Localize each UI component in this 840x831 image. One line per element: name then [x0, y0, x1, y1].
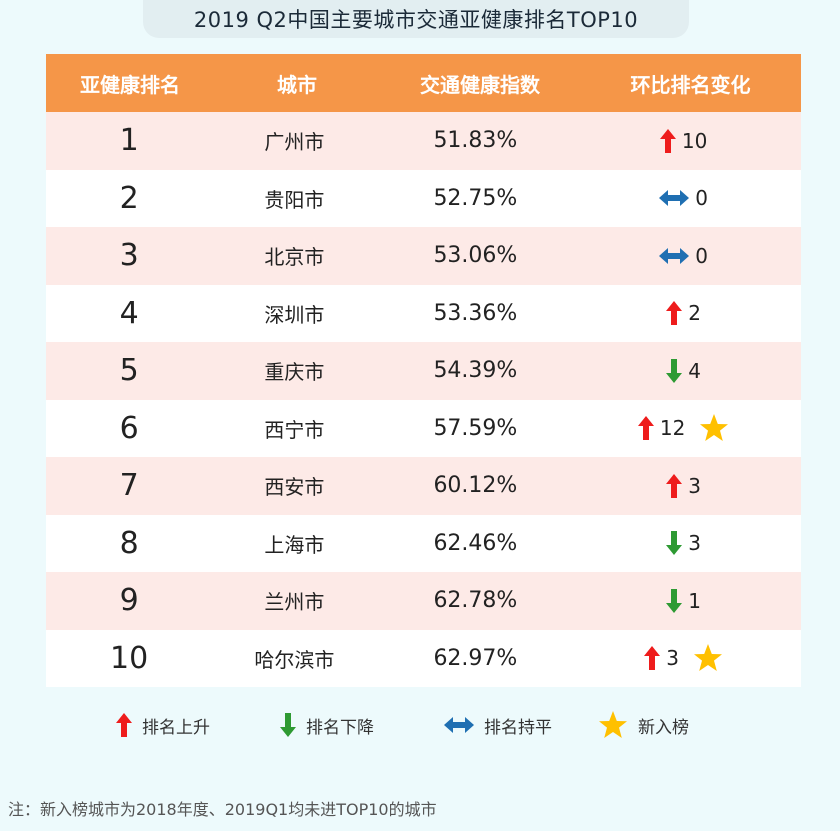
- rank-cell: 7: [119, 468, 139, 504]
- star-icon: [699, 413, 729, 443]
- index-cell: 53.06%: [433, 243, 518, 269]
- change-cell: 2: [574, 301, 801, 326]
- city-cell: 北京市: [264, 245, 325, 270]
- rank-cell: 2: [119, 180, 139, 216]
- legend-new: 新入榜: [598, 710, 689, 740]
- change-value: 10: [681, 128, 708, 153]
- change-cell: 3: [574, 531, 801, 556]
- city-cell: 深圳市: [264, 302, 325, 327]
- arrow-up-icon: [644, 646, 661, 671]
- page-title: 2019 Q2中国主要城市交通亚健康排名TOP10: [143, 0, 689, 38]
- double-arrow-icon: [444, 717, 474, 733]
- table-row: 4 深圳市 53.36% 2: [46, 284, 801, 342]
- change-cell: 0: [574, 244, 801, 268]
- rank-cell: 6: [119, 410, 139, 446]
- table-row: 3 北京市 53.06% 0: [46, 227, 801, 285]
- rank-cell: 4: [119, 295, 139, 331]
- change-value: 1: [688, 588, 702, 613]
- double-arrow-icon: [659, 247, 690, 264]
- arrow-down-icon: [666, 531, 683, 556]
- index-cell: 60.12%: [433, 473, 518, 499]
- legend-down: 排名下降: [280, 713, 374, 738]
- legend-new-label: 新入榜: [638, 717, 689, 738]
- table-row: 9 兰州市 62.78% 1: [46, 572, 801, 630]
- legend: 排名上升 排名下降 排名持平 新入榜: [46, 700, 801, 750]
- change-value: 12: [659, 416, 686, 441]
- index-cell: 54.39%: [433, 358, 518, 384]
- change-cell: 0: [574, 186, 801, 210]
- city-cell: 重庆市: [264, 360, 325, 385]
- index-cell: 62.78%: [433, 588, 518, 614]
- star-icon: [598, 710, 628, 740]
- index-cell: 57.59%: [433, 415, 518, 441]
- rank-cell: 10: [110, 640, 149, 676]
- legend-down-label: 排名下降: [306, 717, 374, 738]
- rank-cell: 3: [119, 238, 139, 274]
- city-cell: 广州市: [264, 130, 325, 155]
- city-cell: 西安市: [264, 475, 325, 500]
- city-cell: 上海市: [264, 532, 325, 557]
- change-value: 0: [695, 243, 709, 268]
- header-city: 城市: [277, 72, 317, 97]
- arrow-down-icon: [666, 588, 683, 613]
- header-change: 环比排名变化: [630, 72, 751, 97]
- rank-cell: 1: [119, 123, 139, 159]
- arrow-down-icon: [666, 358, 683, 383]
- index-cell: 62.97%: [433, 645, 518, 671]
- change-cell: 3: [574, 643, 801, 673]
- double-arrow-icon: [659, 190, 690, 207]
- header-rank: 亚健康排名: [80, 72, 180, 97]
- change-cell: 3: [574, 473, 801, 498]
- arrow-up-icon: [116, 713, 132, 737]
- index-cell: 52.75%: [433, 185, 518, 211]
- index-cell: 51.83%: [433, 128, 518, 154]
- change-cell: 12: [574, 413, 801, 443]
- rank-cell: 8: [119, 525, 139, 561]
- arrow-up-icon: [666, 301, 683, 326]
- table-row: 10 哈尔滨市 62.97% 3: [46, 629, 801, 687]
- change-cell: 4: [574, 358, 801, 383]
- table-row: 1 广州市 51.83% 10: [46, 112, 801, 170]
- change-value: 3: [688, 531, 702, 556]
- city-cell: 贵阳市: [264, 187, 325, 212]
- ranking-table: 亚健康排名 城市 交通健康指数 环比排名变化 1 广州市 51.83% 10 2 贵阳市 5…: [46, 54, 801, 687]
- legend-flat-label: 排名持平: [484, 717, 552, 738]
- city-cell: 兰州市: [264, 590, 325, 615]
- rank-cell: 9: [119, 583, 139, 619]
- rank-cell: 5: [119, 353, 139, 389]
- arrow-down-icon: [280, 713, 296, 737]
- table-row: 6 西宁市 57.59% 12: [46, 399, 801, 457]
- table-row: 5 重庆市 54.39% 4: [46, 342, 801, 400]
- legend-up: 排名上升: [116, 713, 210, 738]
- city-cell: 哈尔滨市: [254, 647, 335, 672]
- arrow-up-icon: [659, 128, 676, 153]
- index-cell: 62.46%: [433, 530, 518, 556]
- table-row: 7 西安市 60.12% 3: [46, 457, 801, 515]
- legend-flat: 排名持平: [444, 713, 552, 738]
- table-row: 8 上海市 62.46% 3: [46, 514, 801, 572]
- header-index: 交通健康指数: [420, 72, 540, 97]
- city-cell: 西宁市: [264, 417, 325, 442]
- change-cell: 1: [574, 588, 801, 613]
- change-value: 4: [688, 358, 702, 383]
- change-value: 2: [688, 301, 702, 326]
- table-header: 亚健康排名 城市 交通健康指数 环比排名变化: [46, 54, 801, 112]
- arrow-up-icon: [637, 416, 654, 441]
- table-body: 1 广州市 51.83% 10 2 贵阳市 52.75% 0 3 北京市 53.06% 0 4 深圳市 53…: [46, 112, 801, 687]
- change-value: 3: [666, 646, 680, 671]
- change-value: 3: [688, 473, 702, 498]
- index-cell: 53.36%: [433, 300, 518, 326]
- star-icon: [693, 643, 723, 673]
- change-value: 0: [695, 186, 709, 211]
- change-cell: 10: [574, 128, 801, 153]
- arrow-up-icon: [666, 473, 683, 498]
- table-row: 2 贵阳市 52.75% 0: [46, 169, 801, 227]
- legend-up-label: 排名上升: [142, 717, 210, 738]
- footnote: 注：新入榜城市为2018年度、2019Q1均未进TOP10的城市: [8, 800, 437, 819]
